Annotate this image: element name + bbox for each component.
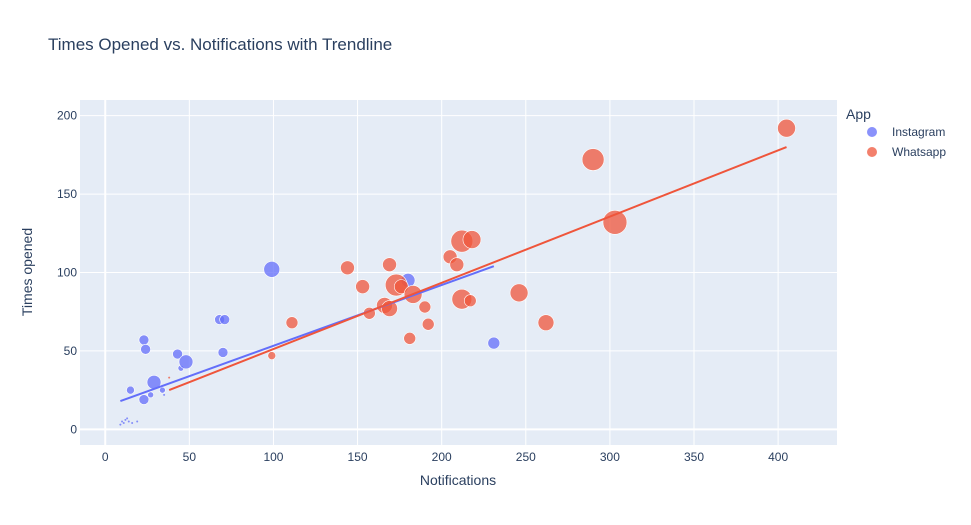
point-instagram[interactable] — [487, 336, 501, 350]
x-axis-title: Notifications — [420, 472, 496, 488]
y-axis-ticks: 0 50 100 150 200 — [57, 109, 77, 437]
legend-marker-whatsapp — [867, 147, 877, 157]
legend-item-instagram[interactable]: Instagram — [867, 125, 945, 139]
point-whatsapp[interactable] — [168, 376, 171, 379]
trendlines — [120, 146, 787, 403]
point-whatsapp[interactable] — [537, 314, 555, 331]
zero-lines — [80, 100, 837, 445]
point-instagram[interactable] — [140, 344, 151, 355]
point-instagram[interactable] — [126, 417, 129, 420]
legend: App Instagram Whatsapp — [846, 106, 946, 159]
point-instagram[interactable] — [163, 393, 166, 396]
x-tick-label: 50 — [183, 450, 197, 464]
point-instagram[interactable] — [138, 334, 150, 346]
x-tick-label: 300 — [600, 450, 620, 464]
x-tick-label: 0 — [102, 450, 109, 464]
y-tick-label: 200 — [57, 109, 77, 123]
point-instagram[interactable] — [127, 420, 130, 423]
y-tick-label: 0 — [70, 422, 77, 436]
point-instagram[interactable] — [136, 420, 139, 423]
x-tick-label: 150 — [348, 450, 368, 464]
y-tick-label: 150 — [57, 187, 77, 201]
point-whatsapp[interactable] — [418, 300, 432, 314]
legend-title: App — [846, 106, 871, 122]
point-instagram[interactable] — [124, 418, 127, 421]
legend-label-whatsapp: Whatsapp — [892, 145, 946, 159]
point-whatsapp[interactable] — [267, 351, 277, 360]
point-instagram[interactable] — [172, 348, 183, 360]
x-tick-label: 100 — [263, 450, 283, 464]
x-tick-label: 250 — [516, 450, 536, 464]
x-tick-label: 400 — [768, 450, 788, 464]
point-whatsapp[interactable] — [382, 257, 397, 272]
point-instagram[interactable] — [119, 423, 122, 426]
point-instagram[interactable] — [138, 394, 150, 405]
point-instagram[interactable] — [178, 354, 194, 370]
point-whatsapp[interactable] — [777, 118, 796, 138]
point-whatsapp[interactable] — [340, 260, 355, 276]
y-tick-label: 50 — [64, 344, 78, 358]
trendline-whatsapp — [168, 146, 787, 392]
point-whatsapp[interactable] — [403, 332, 417, 345]
point-instagram[interactable] — [219, 314, 230, 325]
point-instagram[interactable] — [147, 391, 154, 399]
point-instagram[interactable] — [263, 261, 281, 278]
point-instagram[interactable] — [131, 422, 134, 425]
y-tick-label: 100 — [57, 266, 77, 280]
point-instagram[interactable] — [159, 386, 166, 394]
point-whatsapp[interactable] — [462, 230, 482, 249]
point-whatsapp[interactable] — [581, 148, 605, 171]
legend-label-instagram: Instagram — [892, 125, 945, 139]
point-whatsapp[interactable] — [421, 317, 435, 331]
point-whatsapp[interactable] — [449, 257, 465, 272]
gridlines — [80, 100, 837, 445]
legend-item-whatsapp[interactable]: Whatsapp — [867, 145, 946, 159]
point-instagram[interactable] — [126, 385, 135, 395]
point-whatsapp[interactable] — [509, 283, 529, 303]
point-whatsapp[interactable] — [355, 279, 370, 294]
legend-marker-instagram — [867, 127, 877, 137]
point-instagram[interactable] — [217, 347, 229, 358]
x-tick-label: 350 — [684, 450, 704, 464]
trendline-instagram — [120, 265, 495, 403]
x-tick-label: 200 — [432, 450, 452, 464]
point-instagram[interactable] — [121, 420, 124, 423]
point-whatsapp[interactable] — [463, 294, 477, 308]
point-instagram[interactable] — [122, 422, 125, 425]
y-axis-title: Times opened — [19, 228, 35, 316]
chart-title: Times Opened vs. Notifications with Tren… — [48, 35, 392, 54]
point-whatsapp[interactable] — [285, 316, 299, 329]
x-axis-ticks: 0 50 100 150 200 250 300 350 400 — [102, 450, 789, 464]
